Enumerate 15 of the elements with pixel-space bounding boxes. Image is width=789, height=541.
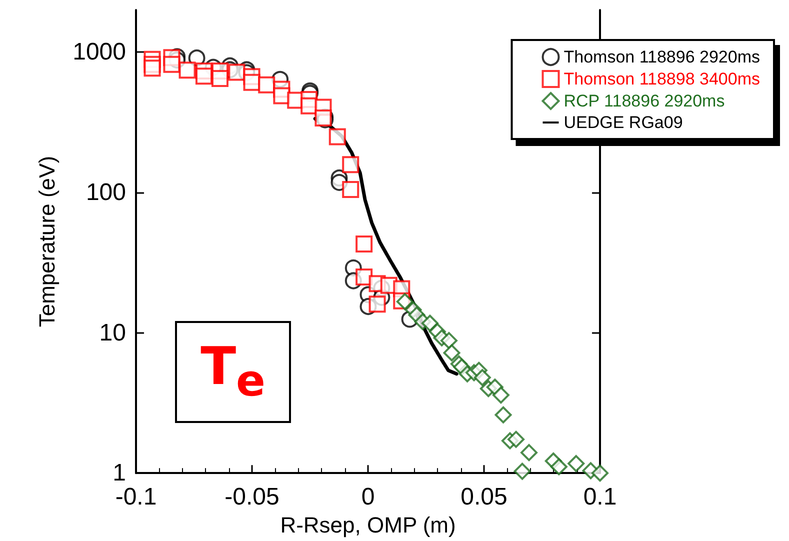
y-axis-title: Temperature (eV) — [34, 156, 60, 328]
legend-label: UEDGE RGa09 — [564, 113, 683, 132]
y-tick-label: 10 — [99, 319, 126, 346]
legend-label: Thomson 118896 2920ms — [564, 48, 760, 66]
text-frame: T$_{e}$ — [175, 321, 291, 423]
y-tick-label: 1000 — [72, 38, 126, 66]
x-tick-label: 0 — [361, 484, 375, 511]
legend-label: RCP 118896 2920ms — [564, 92, 725, 110]
x-tick-label: 0.1 — [583, 484, 617, 511]
x-tick-label: -0.05 — [224, 484, 280, 511]
x-tick-label: 0.05 — [460, 484, 508, 511]
x-axis-title: R-Rsep, OMP (m) — [280, 512, 456, 538]
annotation: T$_{e}$ — [200, 337, 266, 407]
legend-label: Thomson 118898 3400ms — [564, 70, 760, 88]
y-tick-label: 100 — [86, 179, 126, 206]
